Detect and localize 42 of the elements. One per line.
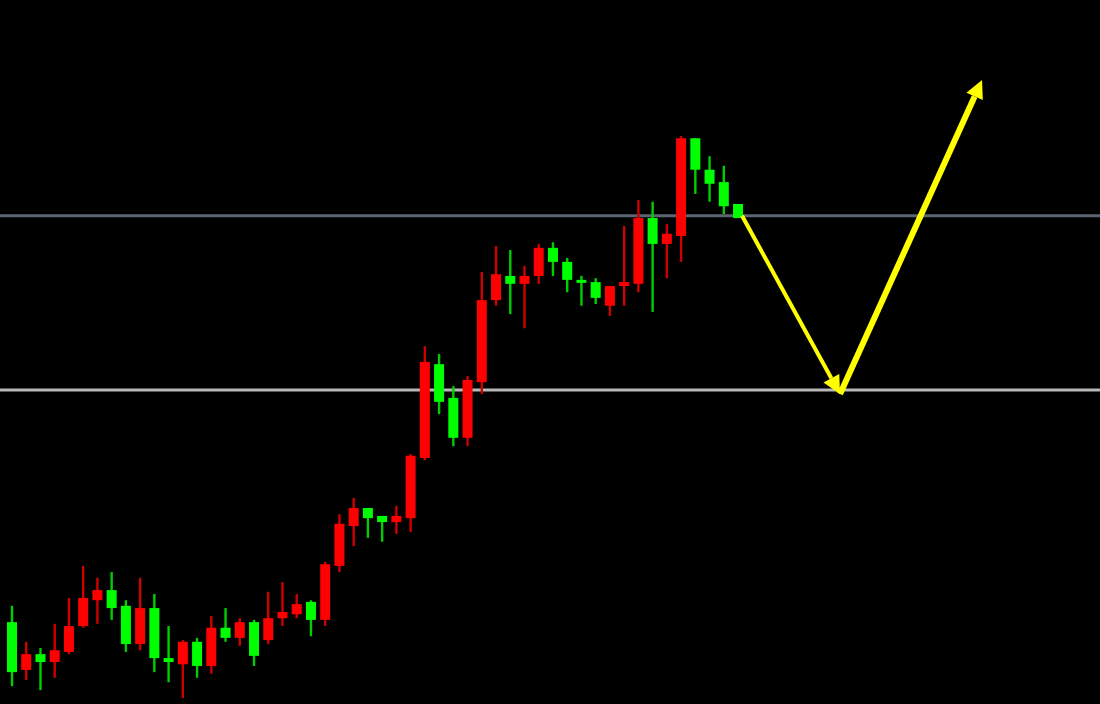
candlestick [604,284,615,318]
candlestick [505,248,516,316]
candlestick [277,581,288,628]
candlestick [590,276,601,306]
candlestick [391,504,402,536]
candlestick [647,200,658,314]
candlestick [234,617,245,647]
candlestick [263,590,274,646]
candlestick [661,223,672,280]
candlestick [35,646,46,692]
candlestick [434,352,445,416]
candlestick [220,606,231,643]
candlestick [135,576,146,652]
candlestick [163,624,174,684]
candlestick [547,241,558,278]
candlestick [448,384,459,448]
candlestick [576,274,587,307]
candlestick [491,244,502,307]
candlestick [206,614,217,676]
candlestick [348,496,359,548]
candlestick [704,155,715,203]
candlestick [377,514,388,543]
candlestick [21,640,32,682]
candlestick [334,513,345,574]
candlestick [177,638,188,700]
candlestick [533,242,544,286]
candlestick [49,622,60,679]
candlestick [562,256,573,294]
candlestick [305,599,316,638]
candlestick [362,506,373,540]
candlestick [192,636,203,679]
candlestick [249,618,260,668]
candlestick [63,596,74,656]
candlestick [718,164,729,216]
candlestick [519,264,530,330]
candlestick [619,224,630,307]
candlestick [106,570,117,622]
candlestick [120,599,131,654]
candlestick [690,137,701,196]
candlestick [92,576,103,626]
candlestick [78,564,89,629]
candlestick [291,592,302,620]
